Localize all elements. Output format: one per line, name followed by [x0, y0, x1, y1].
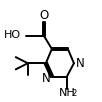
Text: HO: HO — [4, 30, 21, 40]
Text: 2: 2 — [71, 89, 76, 98]
Text: N: N — [42, 72, 50, 85]
Text: N: N — [75, 57, 84, 70]
Text: NH: NH — [59, 88, 75, 98]
Text: O: O — [39, 9, 48, 22]
